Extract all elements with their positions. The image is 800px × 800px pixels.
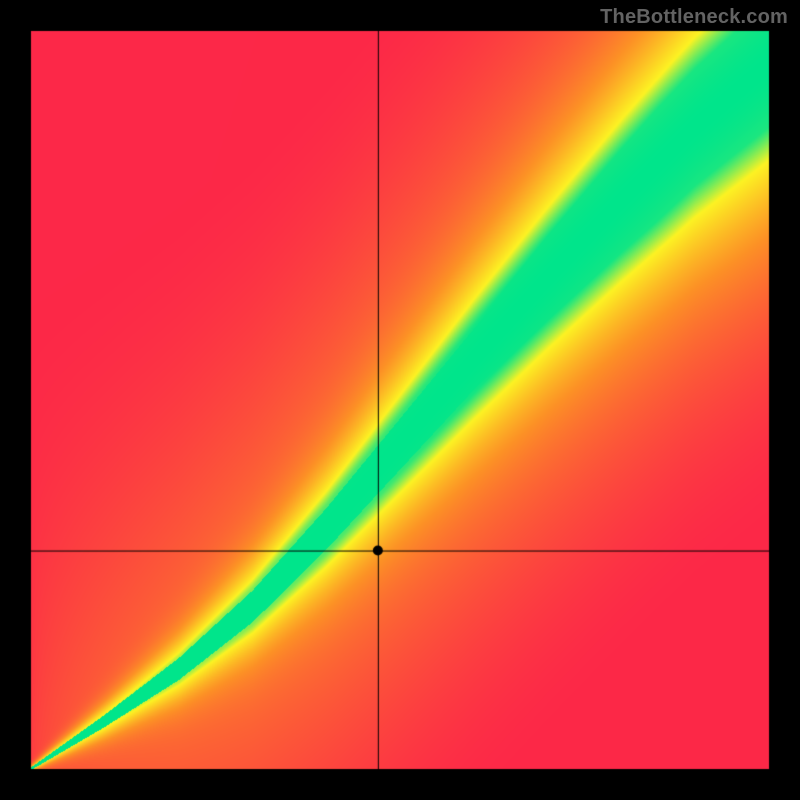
watermark-text: TheBottleneck.com xyxy=(600,6,788,29)
bottleneck-heatmap xyxy=(0,0,800,800)
chart-container: TheBottleneck.com xyxy=(0,0,800,800)
